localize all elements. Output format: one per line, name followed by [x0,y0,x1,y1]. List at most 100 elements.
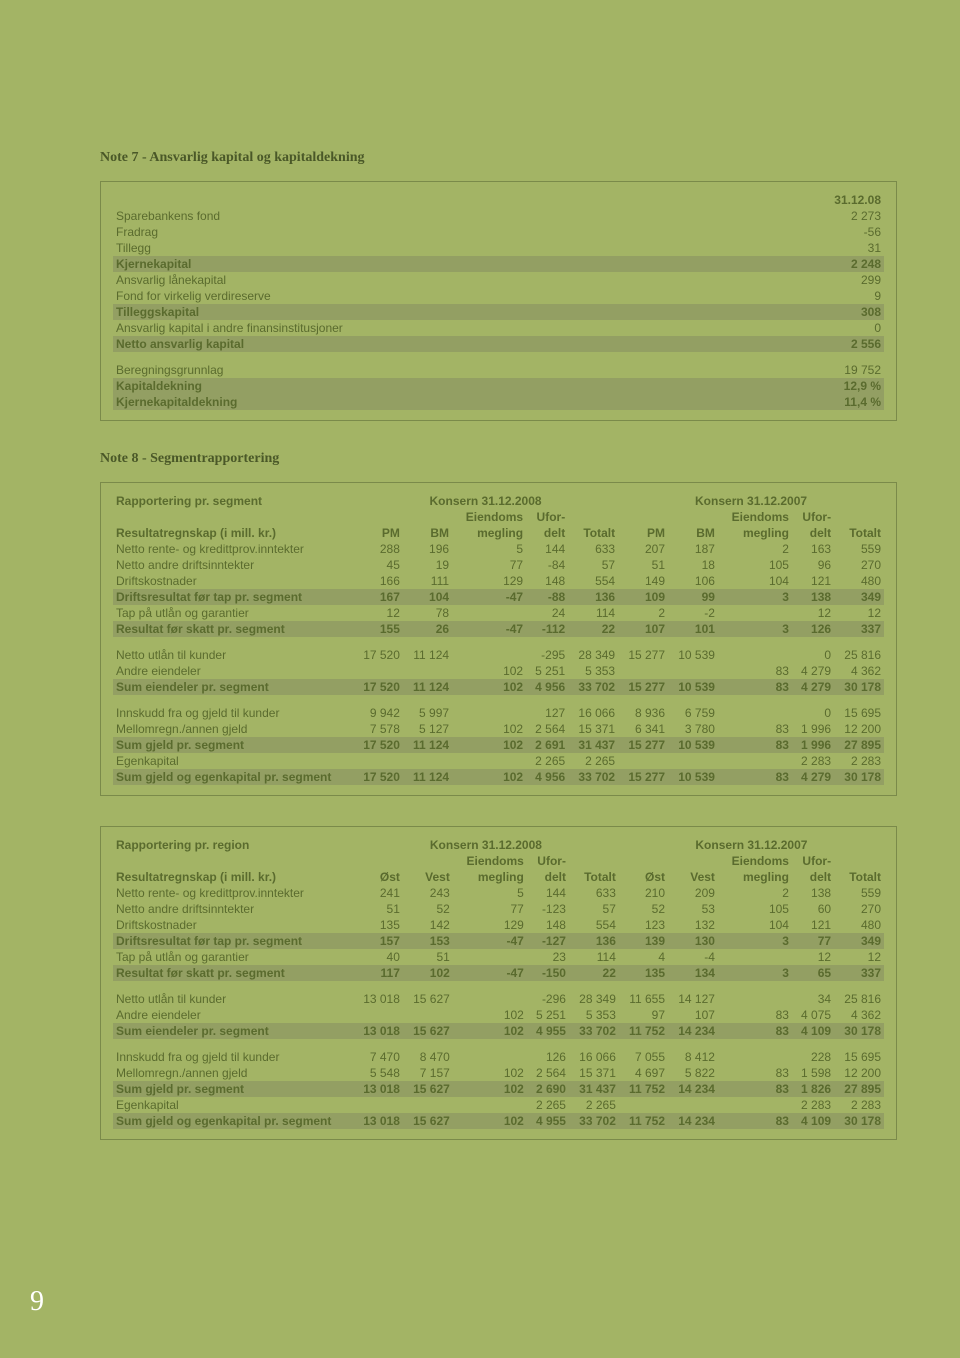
col: Ufor- [526,509,568,525]
cell: 105 [718,901,792,917]
row-value: 308 [742,304,884,320]
cell [668,753,718,769]
row-label: Driftskostnader [113,917,353,933]
col: Eiendoms [452,509,526,525]
cell: 31 437 [569,1081,619,1097]
cell: 209 [668,885,718,901]
cell [618,753,668,769]
row-label: Resultat før skatt pr. segment [113,621,353,637]
cell: 157 [353,933,403,949]
cell: -4 [668,949,718,965]
cell: -150 [527,965,569,981]
cell: 23 [527,949,569,965]
cell: 2 283 [792,1097,834,1113]
cell: 15 627 [403,1081,453,1097]
cell: 83 [718,1113,792,1129]
cell: 102 [452,663,526,679]
cell: 107 [618,621,668,637]
row-label: Mellomregn./annen gjeld [113,1065,353,1081]
cell: 77 [792,933,834,949]
cell: 2 564 [526,721,568,737]
row-label: Andre eiendeler [113,1007,353,1023]
cell: 9 942 [353,705,403,721]
cell: 1 598 [792,1065,834,1081]
cell: 138 [792,885,834,901]
cell: 104 [403,589,452,605]
cell: 0 [792,647,834,663]
col-header: Totalt [834,869,884,885]
page-number: 9 [30,1286,44,1318]
row-label: Netto utlån til kunder [113,991,353,1007]
cell: 15 627 [403,1113,453,1129]
cell [718,705,792,721]
subheading: Resultatregnskap (i mill. kr.) [113,869,353,885]
cell: 135 [619,965,668,981]
cell: 349 [834,589,884,605]
cell: 83 [718,721,792,737]
row-value: 2 273 [742,208,884,224]
cell: 7 470 [353,1049,403,1065]
row-value: 9 [742,288,884,304]
cell [718,1097,792,1113]
cell: 10 539 [668,647,718,663]
col-header: PM [353,525,403,541]
cell [453,1097,527,1113]
cell: 2 690 [527,1081,569,1097]
cell [452,705,526,721]
cell: 114 [568,605,618,621]
cell: 40 [353,949,403,965]
col-header: PM [618,525,668,541]
cell: 101 [668,621,718,637]
row-value: 299 [742,272,884,288]
row-label: Tap på utlån og garantier [113,605,353,621]
cell: 109 [618,589,668,605]
cell: 126 [792,621,834,637]
heading: Rapportering pr. region [113,837,353,853]
cell: 15 695 [834,705,884,721]
cell: 129 [452,573,526,589]
cell: 83 [718,1007,792,1023]
cell: 559 [834,885,884,901]
row-label: Beregningsgrunnlag [113,362,742,378]
cell: 33 702 [569,1023,619,1039]
cell: 12 200 [834,1065,884,1081]
cell [403,1007,453,1023]
cell: -295 [526,647,568,663]
cell: -84 [526,557,568,573]
cell: -88 [526,589,568,605]
row-value: 0 [742,320,884,336]
cell: 34 [792,991,834,1007]
cell: 15 277 [618,647,668,663]
note8-segment-table: Rapportering pr. segmentKonsern 31.12.20… [100,482,897,796]
cell: 24 [526,605,568,621]
cell: 270 [834,557,884,573]
cell: -127 [527,933,569,949]
cell: 480 [834,917,884,933]
period1: Konsern 31.12.2008 [353,837,619,853]
cell: 111 [403,573,452,589]
cell: 135 [353,917,403,933]
cell: 7 157 [403,1065,453,1081]
cell: -47 [452,589,526,605]
row-label: Netto utlån til kunder [113,647,353,663]
cell: 30 178 [834,769,884,785]
col-header: delt [526,525,568,541]
cell: 17 520 [353,647,403,663]
row-label: Sum gjeld pr. segment [113,737,353,753]
row-label: Netto andre driftsinntekter [113,901,353,917]
cell: 196 [403,541,452,557]
cell: 5 251 [527,1007,569,1023]
cell: 243 [403,885,453,901]
cell: 15 277 [618,737,668,753]
cell: 107 [668,1007,718,1023]
cell: 102 [453,1113,527,1129]
cell: 12 200 [834,721,884,737]
cell: 129 [453,917,527,933]
cell: 12 [834,949,884,965]
cell: 121 [792,573,834,589]
cell: 8 936 [618,705,668,721]
cell: 83 [718,679,792,695]
cell: 144 [526,541,568,557]
cell: 123 [619,917,668,933]
cell: 83 [718,663,792,679]
